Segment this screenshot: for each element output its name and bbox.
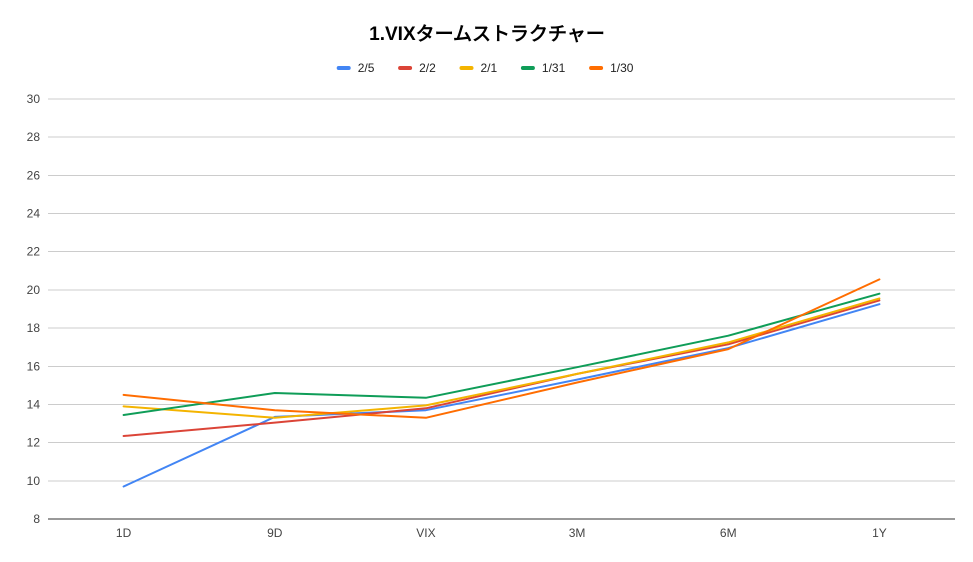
- legend-item-2-2[interactable]: 2/2: [398, 61, 436, 75]
- legend-swatch: [336, 66, 351, 70]
- y-tick-label: 8: [33, 512, 40, 526]
- gridlines: [48, 98, 955, 520]
- x-tick-label: VIX: [416, 526, 435, 540]
- legend: 2/5 2/2 2/1 1/31 1/30: [336, 61, 634, 75]
- y-tick-label: 24: [27, 207, 41, 221]
- x-tick-label: 1Y: [872, 526, 887, 540]
- x-tick-label: 6M: [720, 526, 737, 540]
- y-tick-label: 12: [27, 436, 41, 450]
- x-tick-label: 9D: [267, 526, 283, 540]
- legend-label: 2/2: [419, 61, 436, 75]
- legend-item-2-5[interactable]: 2/5: [336, 61, 375, 75]
- series-line-2-1[interactable]: [122, 297, 881, 419]
- y-tick-label: 30: [27, 92, 41, 106]
- series-line-2-5[interactable]: [122, 303, 881, 488]
- x-axis: 1D 9D VIX 3M 6M 1Y: [116, 526, 887, 540]
- y-tick-label: 26: [27, 168, 41, 182]
- legend-label: 2/1: [481, 61, 498, 75]
- legend-label: 1/30: [610, 61, 634, 75]
- series-line-1-31[interactable]: [122, 292, 881, 416]
- legend-item-2-1[interactable]: 2/1: [459, 61, 498, 75]
- y-tick-label: 28: [27, 130, 41, 144]
- legend-swatch: [398, 66, 413, 70]
- legend-item-1-31[interactable]: 1/31: [520, 61, 566, 75]
- y-tick-label: 22: [27, 245, 41, 259]
- y-axis: 8 10 12 14 16 18 20 22 24 26 28 30: [27, 92, 41, 526]
- chart-title: 1.VIXタームストラクチャー: [369, 23, 605, 45]
- legend-swatch: [589, 66, 604, 70]
- legend-label: 1/31: [542, 61, 566, 75]
- legend-swatch: [520, 66, 535, 70]
- legend-swatch: [459, 66, 474, 70]
- legend-item-1-30[interactable]: 1/30: [589, 61, 634, 75]
- legend-label: 2/5: [358, 61, 375, 75]
- series-layer: [122, 278, 881, 488]
- y-tick-label: 10: [27, 474, 41, 488]
- x-tick-label: 1D: [116, 526, 132, 540]
- y-tick-label: 20: [27, 283, 41, 297]
- x-tick-label: 3M: [569, 526, 586, 540]
- y-tick-label: 16: [27, 359, 41, 373]
- series-line-1-30[interactable]: [122, 278, 881, 419]
- y-tick-label: 18: [27, 321, 41, 335]
- y-tick-label: 14: [27, 397, 41, 411]
